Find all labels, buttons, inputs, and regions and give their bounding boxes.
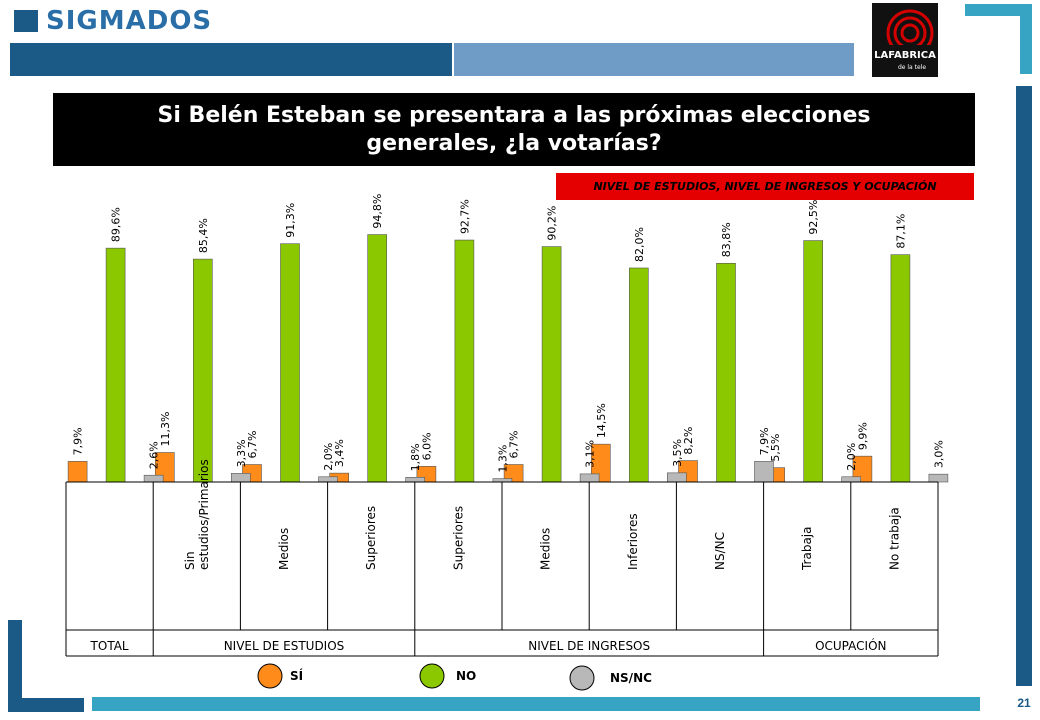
chart-marks: 7,9% 11,3% 6,7% 3,4% 6,0% 6,7% 14,5% 8,2% 5,5% 9,…: [65, 194, 949, 657]
bar-nsnc: [405, 477, 426, 483]
data-label: 91,3%: [284, 203, 297, 238]
data-label: 8,2%: [682, 427, 695, 455]
category-label: Medios: [277, 528, 291, 570]
bar-no: [890, 254, 911, 483]
category-label: Sin: [183, 551, 197, 570]
brand-name: SIGMADOS: [46, 6, 213, 36]
svg-text:de la tele: de la tele: [898, 64, 926, 71]
bar-no: [105, 247, 126, 483]
bar-no: [541, 246, 562, 483]
data-label: 2,6%: [148, 441, 161, 469]
corner-decoration-top-right: [965, 4, 1032, 16]
bar-nsnc: [143, 474, 164, 483]
header-bar-light: [454, 43, 854, 76]
svg-text:LAFABRICA: LAFABRICA: [874, 50, 936, 61]
data-label: 3,1%: [584, 440, 597, 468]
group-label: NIVEL DE ESTUDIOS: [224, 639, 345, 653]
subtitle-banner: Nivel de estudios, nivel de ingresos y o…: [556, 173, 974, 200]
brand-logo: SIGMADOS: [14, 4, 212, 38]
data-label: 87,1%: [894, 214, 907, 249]
data-label: 6,0%: [420, 432, 433, 460]
legend-si-label: SÍ: [290, 668, 304, 683]
data-label: 82,0%: [633, 227, 646, 262]
data-label: 2,0%: [322, 443, 335, 471]
data-label: 92,5%: [807, 200, 820, 235]
category-label: estudios/Primarios: [197, 459, 211, 570]
data-label: 5,5%: [769, 434, 782, 462]
data-label: 85,4%: [197, 218, 210, 253]
bar-no: [803, 240, 824, 483]
bar-nsnc: [579, 473, 600, 483]
data-label: 11,3%: [159, 412, 172, 447]
bar-no: [367, 234, 388, 483]
data-label: 6,7%: [246, 431, 259, 459]
legend-nsnc-label: NS/NC: [610, 671, 652, 685]
bottom-bar: [92, 697, 980, 711]
category-label: Medios: [539, 528, 553, 570]
category-label: Trabaja: [800, 526, 814, 571]
question-banner: Si Belén Esteban se presentara a las pró…: [53, 93, 975, 166]
data-label: 92,7%: [458, 199, 471, 234]
chart-legend: SÍ NO NS/NC: [257, 663, 652, 691]
bar-nsnc: [841, 476, 862, 483]
data-label: 89,6%: [110, 207, 123, 242]
chart-subtitle: Nivel de estudios, nivel de ingresos y o…: [593, 180, 937, 193]
data-label: 1,3%: [496, 445, 509, 473]
data-label: 90,2%: [546, 206, 559, 241]
category-label: No trabaja: [887, 507, 901, 570]
right-side-bar: [1016, 86, 1032, 686]
data-label: 94,8%: [371, 194, 384, 229]
legend-no-label: NO: [456, 669, 476, 683]
bar-nsnc: [492, 478, 513, 483]
group-label: TOTAL: [90, 639, 129, 653]
data-label: 3,3%: [235, 439, 248, 467]
group-label: OCUPACIÓN: [815, 638, 886, 653]
bar-no: [454, 239, 475, 483]
bar-no: [716, 262, 736, 483]
corner-decoration-top-right-vertical: [1020, 4, 1032, 74]
bar-no: [628, 267, 649, 483]
data-label: 6,7%: [508, 431, 521, 459]
data-label: 83,8%: [720, 222, 733, 257]
bar-si: [67, 461, 88, 483]
category-label: Inferiores: [626, 513, 640, 570]
corner-decoration-bottom-left: [8, 620, 22, 712]
bar-nsnc: [666, 472, 687, 483]
legend-no-swatch: [419, 663, 445, 689]
brand-square-icon: [14, 10, 38, 32]
data-label: 3,5%: [671, 439, 684, 467]
legend-si-swatch: [257, 663, 283, 689]
bar-nsnc: [754, 461, 774, 483]
bar-nsnc: [231, 473, 251, 483]
category-label: Superiores: [364, 506, 378, 570]
category-label: NS/NC: [713, 532, 727, 570]
data-label: 3,4%: [333, 439, 346, 467]
data-label: 7,9%: [758, 427, 771, 455]
corner-decoration-bottom-left-horizontal: [8, 698, 84, 712]
data-label: 3,0%: [932, 440, 945, 468]
bar-no: [193, 258, 213, 483]
data-label: 2,0%: [845, 443, 858, 471]
group-label: NIVEL DE INGRESOS: [528, 639, 650, 653]
page-number: 21: [1017, 696, 1031, 710]
legend-nsnc-swatch: [569, 665, 595, 691]
data-label: 7,9%: [72, 427, 85, 455]
data-label: 1,8%: [409, 443, 422, 471]
bar-nsnc: [928, 473, 949, 483]
data-label: 9,9%: [856, 422, 869, 450]
data-label: 14,5%: [595, 403, 608, 438]
lafabrica-logo: LAFABRICA de la tele: [872, 3, 938, 77]
header-bar-dark: [10, 43, 452, 76]
chart-title: Si Belén Esteban se presentara a las pró…: [157, 102, 871, 156]
category-label: Superiores: [451, 506, 465, 570]
bar-no: [280, 243, 300, 483]
bar-nsnc: [318, 476, 338, 483]
